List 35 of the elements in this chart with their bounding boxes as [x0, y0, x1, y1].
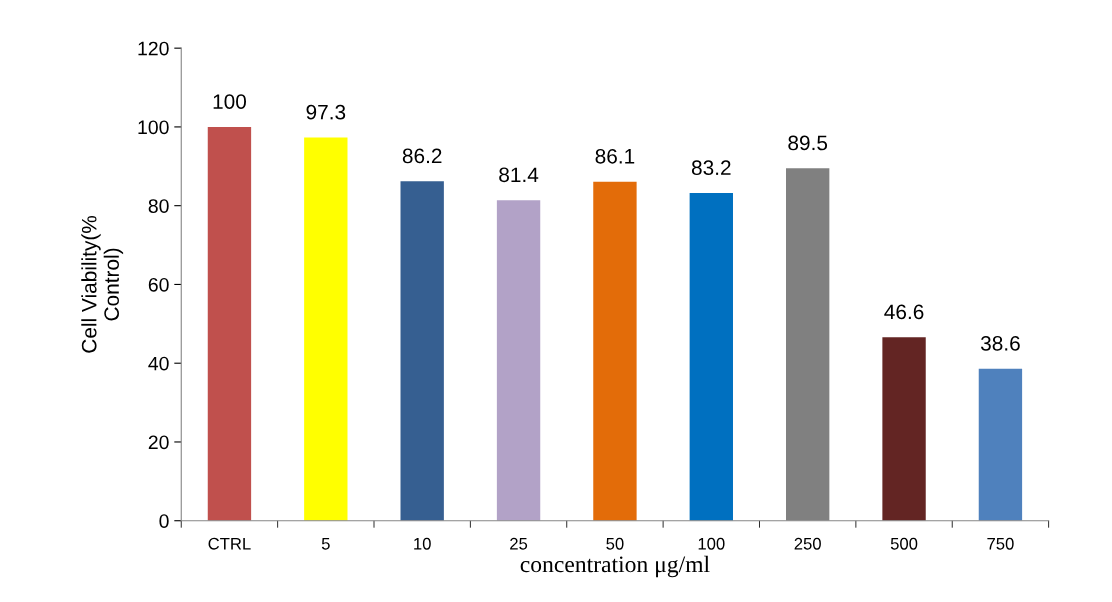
data-label: 86.1	[595, 148, 635, 164]
y-tick-label: 60	[148, 277, 169, 292]
y-tick-label: 0	[159, 514, 169, 528]
y-tick-label: 120	[138, 41, 169, 56]
x-tick-label: 100	[698, 537, 725, 550]
data-label: 89.5	[788, 135, 828, 151]
y-tick-label: 100	[138, 120, 169, 135]
x-tick-label: 25	[510, 537, 528, 550]
bar	[593, 181, 637, 521]
x-tick-label: 10	[414, 537, 431, 550]
y-tick-label: 40	[148, 356, 169, 371]
data-label: 97.3	[306, 104, 346, 120]
bar	[207, 126, 252, 521]
bar	[882, 337, 926, 521]
x-axis-title: concentration μg/ml	[520, 555, 710, 578]
bar	[400, 181, 444, 521]
x-tick-label: 50	[606, 537, 624, 550]
bar	[978, 368, 1023, 521]
data-label: 100	[213, 94, 247, 109]
y-tick-label: 80	[148, 199, 169, 213]
x-tick-label: 250	[794, 537, 821, 550]
bar	[496, 200, 541, 521]
data-label: 86.2	[402, 148, 442, 164]
y-axis-title: Cell Viability(% Control)	[81, 215, 124, 353]
data-label: 38.6	[980, 335, 1020, 351]
x-tick-label: 5	[321, 538, 330, 550]
x-tick-label: CTRL	[208, 537, 251, 550]
bar	[304, 137, 348, 521]
data-label: 83.2	[691, 160, 731, 176]
bar	[689, 193, 733, 521]
y-tick-label: 20	[148, 435, 169, 450]
x-tick-label: 750	[987, 537, 1014, 550]
data-label: 46.6	[884, 304, 924, 320]
data-label: 81.4	[499, 167, 539, 183]
x-tick-label: 500	[890, 537, 918, 550]
